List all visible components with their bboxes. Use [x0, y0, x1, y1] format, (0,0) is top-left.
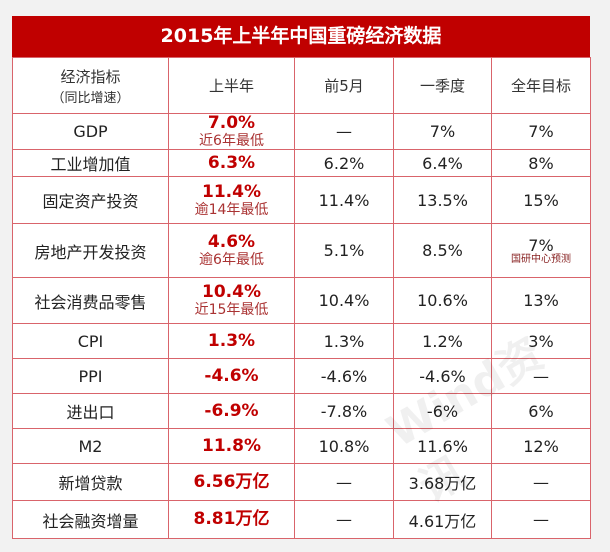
- h1-value: 8.81万亿: [193, 509, 270, 529]
- may-value: 5.1%: [294, 223, 394, 278]
- target-cell: 8%: [491, 149, 591, 177]
- header-indicator-label: 经济指标: [60, 67, 121, 86]
- target-value: 15%: [523, 190, 559, 210]
- h1-cell: 11.8%: [168, 428, 295, 464]
- table-row: M2 11.8% 10.8% 11.6% 12%: [12, 428, 591, 464]
- h1-value: 4.6%: [207, 232, 256, 252]
- q1-value: 8.5%: [393, 223, 492, 278]
- table-row: 进出口 -6.9% -7.8% -6% 6%: [12, 393, 591, 429]
- may-value: 6.2%: [294, 149, 394, 177]
- may-value: 10.4%: [294, 277, 394, 324]
- h1-value: 6.56万亿: [193, 471, 270, 492]
- may-value: —: [294, 500, 394, 539]
- target-cell: 12%: [491, 428, 591, 464]
- target-value: —: [533, 510, 549, 529]
- h1-value: 11.4%: [202, 181, 261, 202]
- h1-value: -6.9%: [204, 400, 259, 421]
- indicator-name: PPI: [12, 358, 169, 394]
- h1-value: 7.0%: [207, 113, 256, 133]
- may-value: -4.6%: [294, 358, 394, 394]
- target-note: 国研中心预测: [511, 253, 571, 265]
- target-value: —: [533, 472, 549, 492]
- q1-value: 4.61万亿: [393, 500, 492, 539]
- q1-value: 1.2%: [393, 323, 492, 359]
- header-target: 全年目标: [491, 57, 591, 114]
- target-value: 7%: [528, 122, 554, 141]
- q1-value: 13.5%: [393, 176, 492, 224]
- h1-value: 10.4%: [202, 282, 261, 302]
- h1-note: 逾6年最低: [199, 252, 264, 268]
- indicator-name: GDP: [12, 113, 169, 150]
- h1-cell: 11.4% 逾14年最低: [168, 176, 295, 224]
- q1-value: 10.6%: [393, 277, 492, 324]
- target-value: 6%: [528, 401, 554, 421]
- target-value: 13%: [523, 291, 559, 310]
- h1-note: 近15年最低: [194, 302, 269, 318]
- h1-note: 近6年最低: [199, 133, 264, 149]
- target-cell: —: [491, 500, 591, 539]
- q1-value: -4.6%: [393, 358, 492, 394]
- h1-cell: 8.81万亿: [168, 500, 295, 539]
- table-row: GDP 7.0% 近6年最低 —7% 7%: [12, 113, 591, 150]
- q1-value: 6.4%: [393, 149, 492, 177]
- h1-cell: 6.3%: [168, 149, 295, 177]
- table-title: 2015年上半年中国重磅经济数据: [12, 16, 590, 57]
- indicator-name: 新增贷款: [12, 463, 169, 501]
- table-row: 社会融资增量 8.81万亿 —4.61万亿 —: [12, 500, 591, 539]
- target-cell: 13%: [491, 277, 591, 324]
- indicator-name: M2: [12, 428, 169, 464]
- h1-cell: -6.9%: [168, 393, 295, 429]
- h1-cell: 4.6% 逾6年最低: [168, 223, 295, 278]
- header-indicator-sub: （同比增速）: [51, 90, 130, 106]
- target-value: —: [533, 366, 549, 386]
- indicator-name: 工业增加值: [12, 149, 169, 177]
- h1-value: 1.3%: [207, 330, 256, 351]
- indicator-name: 进出口: [12, 393, 169, 429]
- target-value: 7%: [528, 235, 554, 255]
- indicator-name: CPI: [12, 323, 169, 359]
- may-value: —: [294, 113, 394, 150]
- q1-value: 3.68万亿: [393, 463, 492, 501]
- may-value: 1.3%: [294, 323, 394, 359]
- h1-value: 6.3%: [207, 152, 256, 173]
- economic-data-table: 经济指标 （同比增速） 上半年 前5月 一季度 全年目标 GDP 7.0% 近6年最低…: [12, 57, 591, 539]
- may-value: 11.4%: [294, 176, 394, 224]
- h1-cell: 10.4% 近15年最低: [168, 277, 295, 324]
- h1-note: 逾14年最低: [194, 201, 269, 218]
- may-value: -7.8%: [294, 393, 394, 429]
- header-q1: 一季度: [393, 57, 492, 114]
- q1-value: -6%: [393, 393, 492, 429]
- may-value: —: [294, 463, 394, 501]
- h1-cell: 6.56万亿: [168, 463, 295, 501]
- may-value: 10.8%: [294, 428, 394, 464]
- target-value: 12%: [523, 436, 559, 456]
- target-cell: 15%: [491, 176, 591, 224]
- indicator-name: 社会融资增量: [12, 500, 169, 539]
- target-cell: 7%: [491, 113, 591, 150]
- q1-value: 7%: [393, 113, 492, 150]
- header-row: 经济指标 （同比增速） 上半年 前5月 一季度 全年目标: [12, 57, 591, 114]
- header-indicator: 经济指标 （同比增速）: [12, 57, 169, 114]
- table-row: 房地产开发投资 4.6% 逾6年最低 5.1% 8.5% 7% 国研中心预测: [12, 223, 591, 278]
- table-row: 工业增加值 6.3% 6.2% 6.4% 8%: [12, 149, 591, 177]
- h1-value: -4.6%: [204, 365, 259, 386]
- table-row: 固定资产投资 11.4% 逾14年最低 11.4% 13.5% 15%: [12, 176, 591, 224]
- h1-cell: 1.3%: [168, 323, 295, 359]
- table-row: 新增贷款 6.56万亿 —3.68万亿 —: [12, 463, 591, 501]
- h1-value: 11.8%: [202, 435, 261, 456]
- target-value: 3%: [528, 331, 554, 351]
- target-value: 8%: [528, 153, 554, 173]
- indicator-name: 房地产开发投资: [12, 223, 169, 278]
- header-h1: 上半年: [168, 57, 295, 114]
- target-cell: 7% 国研中心预测: [491, 223, 591, 278]
- h1-cell: 7.0% 近6年最低: [168, 113, 295, 150]
- indicator-name: 固定资产投资: [12, 176, 169, 224]
- table-row: 社会消费品零售 10.4% 近15年最低 10.4% 10.6% 13%: [12, 277, 591, 324]
- table-row: PPI -4.6% -4.6% -4.6% —: [12, 358, 591, 394]
- data-table-card: 2015年上半年中国重磅经济数据 经济指标 （同比增速） 上半年 前5月 一季度 …: [12, 16, 591, 539]
- h1-cell: -4.6%: [168, 358, 295, 394]
- header-may: 前5月: [294, 57, 394, 114]
- indicator-name: 社会消费品零售: [12, 277, 169, 324]
